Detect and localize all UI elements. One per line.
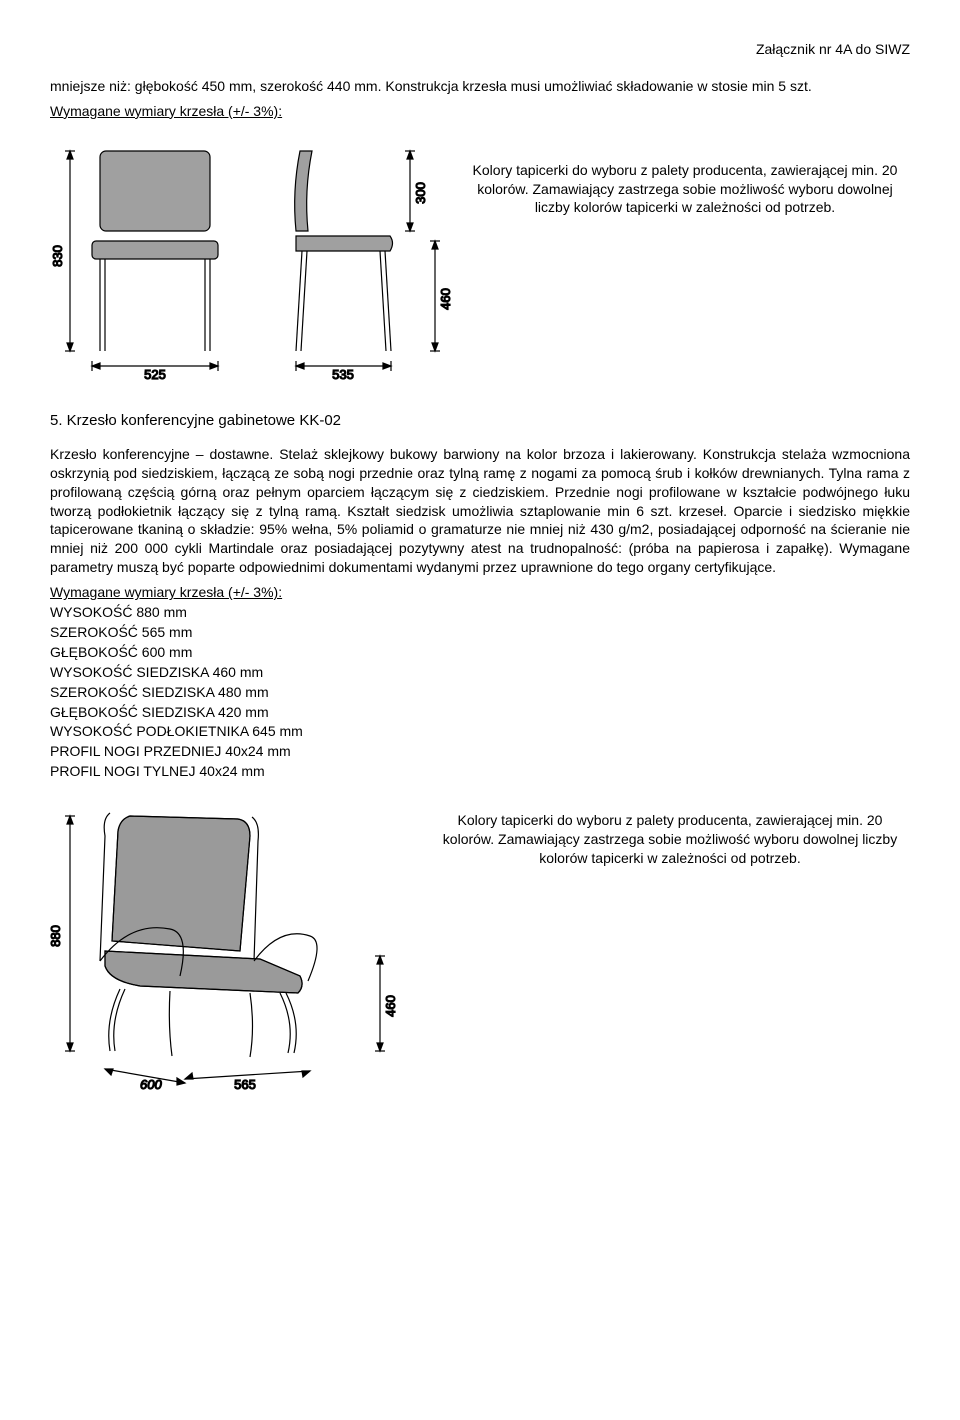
required-dims-label: Wymagane wymiary krzesła (+/- 3%): bbox=[50, 102, 910, 121]
dim-565: 565 bbox=[234, 1077, 256, 1091]
diagram-row-2: 880 bbox=[50, 801, 910, 1091]
diagram-row-1: 830 525 bbox=[50, 131, 910, 381]
section-5-heading: 5. Krzesło konferencyjne gabinetowe KK-0… bbox=[50, 411, 910, 431]
chair-diagram-2: 880 bbox=[50, 801, 430, 1091]
attachment-label: Załącznik nr 4A do SIWZ bbox=[50, 40, 910, 59]
dim-460b: 460 bbox=[383, 995, 398, 1017]
dimension-item: SZEROKOŚĆ SIEDZISKA 480 mm bbox=[50, 683, 910, 702]
dimension-item: WYSOKOŚĆ PODŁOKIETNIKA 645 mm bbox=[50, 722, 910, 741]
dimension-item: GŁĘBOKOŚĆ 600 mm bbox=[50, 643, 910, 662]
dim-525: 525 bbox=[144, 367, 166, 381]
section-5-body: Krzesło konferencyjne – dostawne. Stelaż… bbox=[50, 445, 910, 577]
dimension-item: SZEROKOŚĆ 565 mm bbox=[50, 623, 910, 642]
dim-list-label: Wymagane wymiary krzesła (+/- 3%): bbox=[50, 583, 910, 602]
dim-460: 460 bbox=[438, 288, 453, 310]
dimension-item: PROFIL NOGI TYLNEJ 40x24 mm bbox=[50, 762, 910, 781]
dimension-item: GŁĘBOKOŚĆ SIEDZISKA 420 mm bbox=[50, 703, 910, 722]
dim-535: 535 bbox=[332, 367, 354, 381]
dimension-item: WYSOKOŚĆ 880 mm bbox=[50, 603, 910, 622]
dim-300: 300 bbox=[413, 182, 428, 204]
dim-600: 600 bbox=[140, 1077, 162, 1091]
chair-diagram-1: 830 525 bbox=[50, 131, 460, 381]
color-note-1: Kolory tapicerki do wyboru z palety prod… bbox=[460, 161, 910, 218]
color-note-2: Kolory tapicerki do wyboru z palety prod… bbox=[430, 811, 910, 868]
dimension-list: WYSOKOŚĆ 880 mmSZEROKOŚĆ 565 mmGŁĘBOKOŚĆ… bbox=[50, 603, 910, 781]
dim-830: 830 bbox=[50, 245, 65, 267]
dimension-item: WYSOKOŚĆ SIEDZISKA 460 mm bbox=[50, 663, 910, 682]
intro-paragraph: mniejsze niż: głębokość 450 mm, szerokoś… bbox=[50, 77, 910, 96]
dimension-item: PROFIL NOGI PRZEDNIEJ 40x24 mm bbox=[50, 742, 910, 761]
dim-880: 880 bbox=[50, 925, 63, 947]
